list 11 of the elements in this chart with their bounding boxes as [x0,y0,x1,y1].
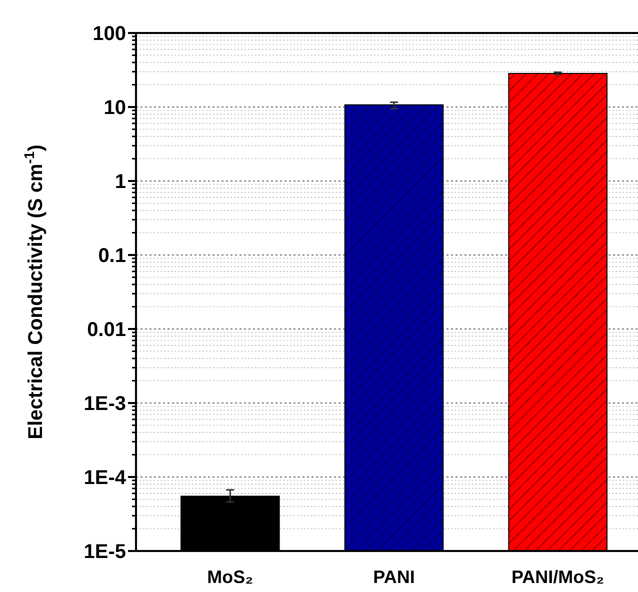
y-tick-label: 100 [92,23,126,45]
y-tick-label: 0.1 [98,245,126,267]
y-tick-label: 1E-3 [84,393,126,415]
y-tick-label: 1 [114,171,126,193]
x-tick-label: MoS₂ [207,567,254,587]
x-tick-label: PANI/MoS₂ [512,567,604,587]
y-tick-label: 0.01 [87,319,126,341]
y-tick-label: 10 [104,97,126,119]
y-tick-label: 1E-4 [84,467,127,489]
y-tick-label: 1E-5 [84,541,126,563]
x-tick-label: PANI [373,567,415,587]
